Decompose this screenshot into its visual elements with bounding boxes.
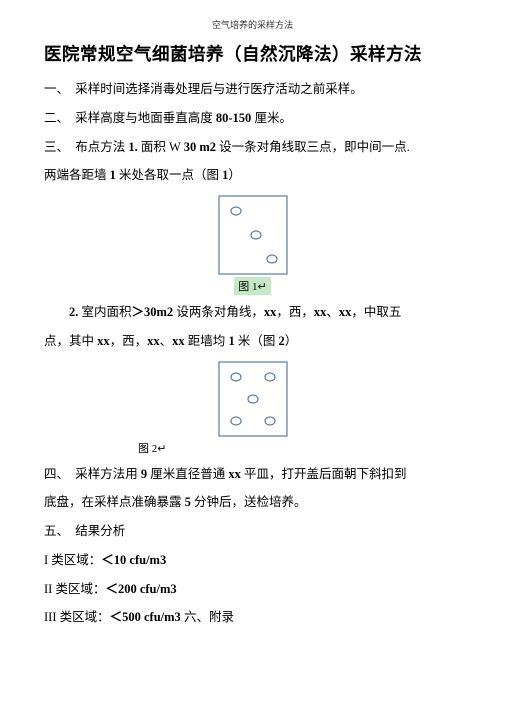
figure-2-label-row: 图 2↵ bbox=[44, 439, 461, 457]
section-3-line2: 两端各距墙 1 米处各取一点（图 1） bbox=[44, 166, 461, 185]
text: ） bbox=[228, 168, 241, 182]
section-3-item2-line1: 2. 室内面积＞30m2 设两条对角线，xx，西，xx、xx，中取五 bbox=[44, 303, 461, 322]
xx: xx bbox=[339, 305, 352, 319]
text: 米（图 bbox=[235, 334, 279, 348]
xx: xx bbox=[314, 305, 327, 319]
document-title: 医院常规空气细菌培养（自然沉降法）采样方法 bbox=[44, 41, 461, 66]
section-4-line1: 四、 采样方法用 9 厘米直径普通 xx 平皿，打开盖后面朝下斜扣到 bbox=[44, 465, 461, 484]
class-1: I 类区域：＜10 cfu/m3 bbox=[44, 551, 461, 570]
figure-1-diagram bbox=[218, 195, 288, 275]
text: 厘米直径普通 bbox=[147, 467, 228, 481]
section-3-item2-line2: 点，其中 xx，西，xx、xx 距墙均 1 米（图 2） bbox=[44, 332, 461, 351]
xx: xx bbox=[264, 305, 277, 319]
text: 四、 采样方法用 bbox=[44, 467, 141, 481]
section-3-line1: 三、 布点方法 1. 面积 W 30 m2 设一条对角线取三点，即中间一点. bbox=[44, 138, 461, 157]
text: 、 bbox=[160, 334, 173, 348]
text: 平皿，打开盖后面朝下斜扣到 bbox=[241, 467, 407, 481]
value: ＜500 cfu/m3 bbox=[110, 610, 181, 624]
text: 设两条对角线， bbox=[173, 305, 264, 319]
text: 室内面积 bbox=[78, 305, 131, 319]
xx: xx bbox=[97, 334, 110, 348]
text: 两端各距墙 bbox=[44, 168, 110, 182]
text: ，西， bbox=[110, 334, 148, 348]
text: 二、 采样高度与地面垂直高度 bbox=[44, 111, 216, 125]
text: ，中取五 bbox=[351, 305, 401, 319]
text: 厘米。 bbox=[251, 111, 292, 125]
num: 2. bbox=[69, 305, 78, 319]
figure-2-label: 图 2↵ bbox=[134, 439, 170, 457]
xx: xx bbox=[228, 467, 241, 481]
text: ，西， bbox=[276, 305, 314, 319]
section-5: 五、 结果分析 bbox=[44, 522, 461, 541]
text: ） bbox=[285, 334, 298, 348]
section-4-line2: 底盘，在采样点准确暴露 5 分钟后，送检培养。 bbox=[44, 493, 461, 512]
text: 、 bbox=[326, 305, 339, 319]
text: 距墙均 bbox=[185, 334, 229, 348]
section-1: 一、 采样时间选择消毒处理后与进行医疗活动之前采样。 bbox=[44, 80, 461, 99]
figure-1-label-row: 图 1↵ bbox=[44, 277, 461, 295]
class-2: II 类区域：＜200 cfu/m3 bbox=[44, 580, 461, 599]
text: 分钟后，送检培养。 bbox=[191, 495, 307, 509]
class-3: III 类区域：＜500 cfu/m3 六、附录 bbox=[44, 608, 461, 627]
text: 面积 W bbox=[138, 140, 184, 154]
text: I 类区域： bbox=[44, 553, 101, 567]
text: 底盘，在采样点准确暴露 bbox=[44, 495, 185, 509]
area: ＞30m2 bbox=[132, 305, 174, 319]
section-2: 二、 采样高度与地面垂直高度 80-150 厘米。 bbox=[44, 109, 461, 128]
num: 1. bbox=[128, 140, 137, 154]
text: III 类区域： bbox=[44, 610, 110, 624]
value: ＜200 cfu/m3 bbox=[105, 582, 176, 596]
text: 三、 布点方法 bbox=[44, 140, 128, 154]
xx: xx bbox=[147, 334, 160, 348]
page-header: 空气培养的采样方法 bbox=[44, 18, 461, 31]
xx: xx bbox=[172, 334, 185, 348]
figure-2-diagram bbox=[218, 361, 288, 437]
text: II 类区域： bbox=[44, 582, 105, 596]
area: 30 m2 bbox=[184, 140, 216, 154]
figure-1-label: 图 1↵ bbox=[234, 277, 270, 295]
height-value: 80-150 bbox=[216, 111, 251, 125]
text: 六、附录 bbox=[181, 610, 234, 624]
text: 点，其中 bbox=[44, 334, 97, 348]
text: 米处各取一点（图 bbox=[116, 168, 222, 182]
text: 设一条对角线取三点，即中间一点. bbox=[216, 140, 410, 154]
value: ＜10 cfu/m3 bbox=[101, 553, 166, 567]
